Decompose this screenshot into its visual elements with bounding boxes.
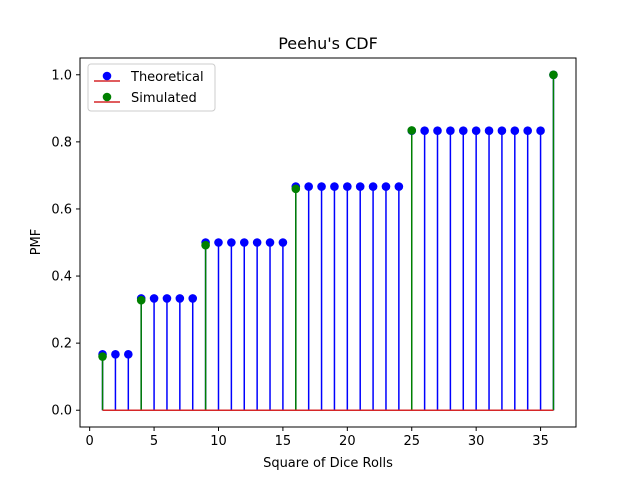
axes-frame (79, 57, 577, 428)
theoretical-marker (214, 238, 223, 247)
theoretical-marker (149, 294, 159, 303)
legend-box (87, 63, 216, 112)
theoretical-marker (536, 126, 545, 135)
theoretical-marker (239, 238, 249, 247)
plot-area (98, 70, 558, 411)
legend-marker (102, 92, 112, 102)
y-tick-label: 0.6 (51, 202, 72, 217)
theoretical-marker (381, 182, 391, 191)
x-tick-label: 5 (150, 434, 158, 449)
legend-label: Theoretical (130, 70, 204, 85)
theoretical-marker (227, 238, 236, 247)
legend-marker (102, 71, 112, 81)
y-axis-title: PMF (29, 229, 44, 256)
x-tick-label: 25 (403, 434, 420, 449)
theoretical-marker (188, 294, 198, 303)
theoretical-marker (175, 294, 185, 303)
x-axis-title: Square of Dice Rolls (263, 456, 393, 471)
y-tick-label: 0.2 (51, 337, 72, 352)
theoretical-marker (394, 182, 404, 191)
x-tick-label: 10 (210, 434, 227, 449)
y-tick-label: 0.0 (51, 404, 72, 419)
simulated-marker (407, 126, 417, 135)
theoretical-marker (162, 294, 172, 303)
theoretical-marker (343, 182, 352, 191)
theoretical-marker (265, 238, 275, 247)
simulated-marker (549, 70, 558, 80)
legend-label: Simulated (131, 91, 197, 106)
chart-title: Peehu's CDF (278, 34, 378, 53)
y-tick-label: 1.0 (51, 68, 72, 83)
theoretical-marker (124, 350, 133, 359)
theoretical-marker (497, 126, 507, 135)
x-tick-label: 35 (532, 434, 549, 449)
simulated-marker (201, 240, 210, 250)
theoretical-marker (278, 238, 288, 247)
theoretical-marker (368, 182, 378, 191)
theoretical-marker (471, 126, 481, 135)
simulated-marker (136, 295, 146, 305)
theoretical-marker (523, 126, 532, 135)
theoretical-marker (330, 182, 339, 191)
x-tick-label: 15 (275, 434, 292, 449)
theoretical-marker (420, 126, 429, 135)
theoretical-marker (252, 238, 262, 247)
theoretical-marker (355, 182, 365, 191)
legend: Theoretical Simulated (87, 63, 216, 112)
theoretical-marker (433, 126, 442, 135)
x-tick-label: 20 (339, 434, 356, 449)
theoretical-marker (484, 126, 494, 135)
simulated-marker (98, 352, 107, 361)
theoretical-marker (458, 126, 468, 135)
theoretical-marker (446, 126, 455, 135)
theoretical-marker (510, 126, 520, 135)
theoretical-marker (304, 182, 313, 191)
theoretical-marker (317, 182, 326, 191)
theoretical-marker (111, 350, 120, 359)
y-tick-label: 0.4 (51, 270, 72, 285)
simulated-marker (291, 184, 301, 194)
axes: 0 5 10 15 20 25 30 35 0.0 0.2 0.4 0.6 0.8 1.0 (51, 57, 577, 449)
x-tick-label: 0 (86, 434, 94, 449)
y-tick-label: 0.8 (51, 135, 72, 150)
x-tick-label: 30 (468, 434, 485, 449)
